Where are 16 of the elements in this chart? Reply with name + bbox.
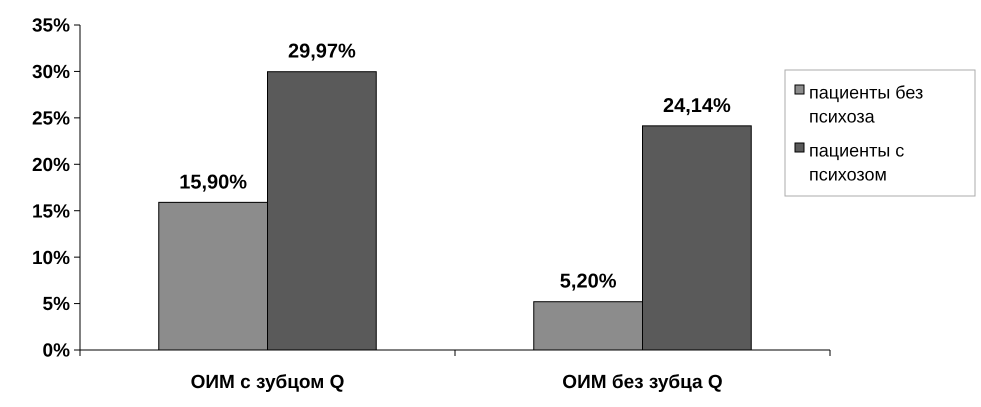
data-label: 15,90%	[179, 171, 248, 194]
y-tick-label: 10%	[32, 248, 70, 269]
y-tick-label: 0%	[42, 340, 70, 362]
legend-label: пациенты с психозом	[809, 140, 904, 184]
x-tick-label: ОИМ с зубцом Q	[190, 372, 344, 393]
y-tick-label: 30%	[32, 62, 70, 84]
data-label: 29,97%	[288, 40, 356, 63]
data-label: 5,20%	[560, 270, 617, 293]
y-tick-label: 20%	[32, 154, 70, 176]
y-tick-label: 35%	[32, 16, 70, 37]
data-label: 24,14%	[662, 94, 731, 117]
y-tick-label: 5%	[42, 294, 70, 316]
y-tick-label: 25%	[32, 108, 70, 130]
y-tick-label: 15%	[32, 201, 70, 222]
legend-label: пациенты без психоза	[809, 82, 924, 126]
x-tick-label: ОИМ без зубца Q	[562, 372, 723, 393]
